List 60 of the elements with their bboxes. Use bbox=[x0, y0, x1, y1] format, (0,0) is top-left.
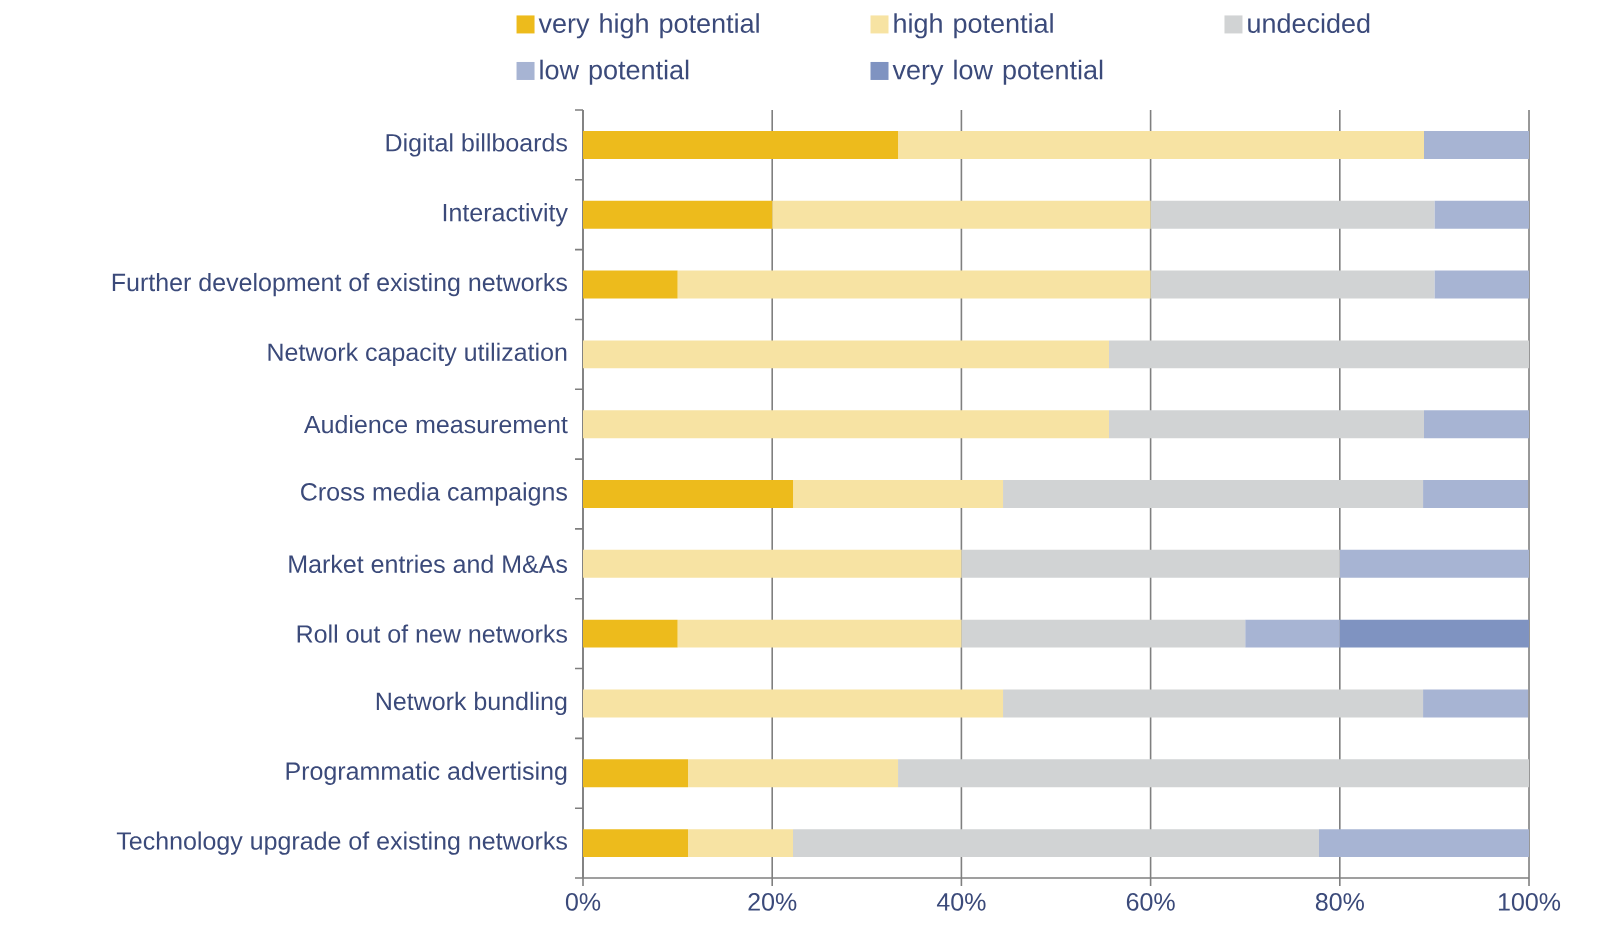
bar bbox=[1339, 619, 1530, 648]
bar bbox=[583, 480, 794, 508]
bar bbox=[583, 759, 689, 788]
bar bbox=[677, 619, 962, 648]
bar bbox=[1245, 619, 1340, 648]
bar bbox=[583, 689, 1004, 718]
bar bbox=[583, 200, 773, 229]
legend-label: low potential bbox=[540, 59, 689, 85]
bar bbox=[583, 829, 689, 858]
y-tick-label: Network capacity utilization bbox=[268, 342, 567, 367]
y-tick-label: Interactivity bbox=[443, 203, 568, 227]
x-tick-label: 80% bbox=[1315, 893, 1364, 911]
bar bbox=[1108, 340, 1530, 369]
bar bbox=[688, 829, 794, 858]
bar bbox=[961, 549, 1340, 578]
bar bbox=[1318, 829, 1530, 858]
bar bbox=[1003, 480, 1424, 508]
bar bbox=[1108, 410, 1424, 439]
y-tick-label: Audience measurement bbox=[303, 415, 568, 434]
bar bbox=[772, 200, 1151, 229]
bar bbox=[1339, 549, 1530, 578]
x-tick-label: 20% bbox=[748, 893, 797, 911]
y-tick-label: Programmatic advertising bbox=[286, 761, 567, 785]
bar bbox=[583, 549, 962, 578]
y-tick-label: Technology upgrade of existing networks bbox=[116, 831, 567, 855]
y-tick-label: Network bundling bbox=[376, 691, 567, 716]
legend-label: very high potential bbox=[538, 13, 759, 39]
bar bbox=[793, 829, 1319, 858]
bar bbox=[1150, 270, 1435, 299]
bar bbox=[898, 759, 1530, 788]
y-tick-label: Roll out of new networks bbox=[297, 624, 567, 643]
bar bbox=[1423, 689, 1529, 718]
bar bbox=[1423, 480, 1529, 508]
bar bbox=[677, 270, 1151, 299]
y-tick-label: Cross media campaigns bbox=[301, 482, 567, 506]
bar bbox=[1434, 200, 1530, 229]
x-tick-label: 100% bbox=[1498, 893, 1561, 911]
bar bbox=[1150, 200, 1435, 229]
bar bbox=[583, 130, 899, 159]
bar bbox=[583, 270, 678, 299]
y-tick-label: Further development of existing networks bbox=[112, 272, 567, 297]
legend-label: very low potential bbox=[892, 59, 1103, 85]
bar bbox=[583, 619, 678, 648]
y-tick-label: Market entries and M&As bbox=[289, 554, 568, 574]
x-tick-label: 40% bbox=[936, 893, 986, 911]
bar bbox=[898, 130, 1424, 159]
legend-label: undecided bbox=[1248, 13, 1370, 33]
bar bbox=[688, 759, 899, 788]
x-tick-label: 60% bbox=[1126, 893, 1175, 911]
bar bbox=[1424, 410, 1530, 439]
bar bbox=[793, 480, 1004, 508]
bar bbox=[583, 340, 1109, 369]
bar bbox=[1003, 689, 1424, 718]
bar bbox=[961, 619, 1246, 648]
y-tick-label: Digital billboards bbox=[386, 133, 567, 157]
bar bbox=[583, 410, 1109, 439]
bar bbox=[1424, 130, 1530, 159]
x-tick-label: 0% bbox=[565, 893, 601, 911]
legend-label: high potential bbox=[894, 13, 1053, 39]
bar bbox=[1434, 270, 1530, 299]
